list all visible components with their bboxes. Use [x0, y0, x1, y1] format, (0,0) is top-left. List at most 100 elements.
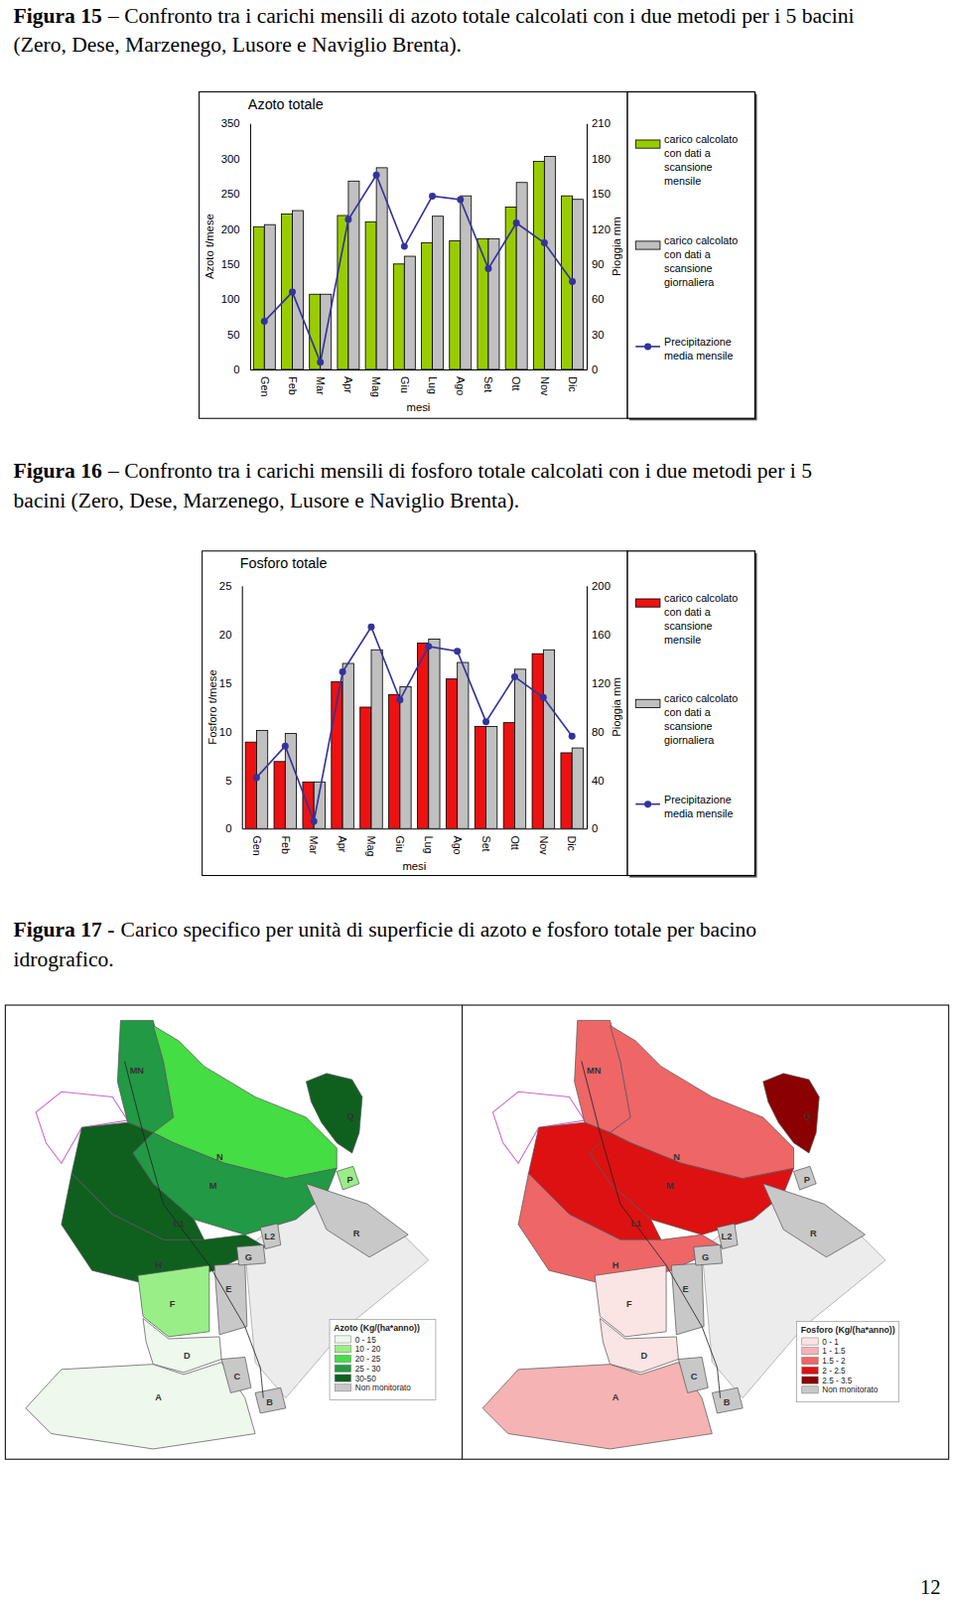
basin-label: N	[673, 1151, 681, 1162]
tick: 120	[586, 677, 611, 689]
map-legend-label: 0 - 15	[355, 1335, 377, 1345]
bar	[400, 685, 411, 828]
tick-label: 350	[221, 117, 241, 130]
basin-label: A	[612, 1391, 620, 1402]
tick: 0	[586, 363, 598, 376]
background	[0, 0, 953, 1600]
tick: Nov	[538, 827, 550, 855]
tick: Ott	[509, 827, 522, 850]
tick-label: 5	[225, 773, 232, 786]
marker	[453, 647, 461, 655]
map-legend-label: Non monitorato	[821, 1384, 879, 1394]
tick: 10	[219, 725, 243, 738]
legend-label: carico calcolatocon dati ascansionemensi…	[664, 591, 738, 646]
map: MNNML1HQPFEGDACBRL2Azoto (Kg/(ha*anno))0…	[25, 1019, 436, 1449]
bar	[503, 722, 515, 829]
legend-line: giornaliera	[664, 275, 714, 288]
map-legend-swatch	[334, 1373, 351, 1381]
legend-swatch	[635, 698, 661, 707]
bar	[445, 679, 457, 829]
tick: Dic	[565, 827, 578, 851]
page: Figura 15– Confronto tra i carichi mensi…	[0, 0, 953, 1600]
map-legend-label: 1 - 1.5	[821, 1346, 846, 1356]
bar	[371, 649, 383, 828]
marker	[456, 195, 464, 203]
basin-label: H	[154, 1259, 162, 1270]
tick-label: Gen	[259, 376, 272, 397]
axis-line	[242, 827, 587, 829]
x-axis-title: mesi	[407, 401, 431, 413]
map-legend-swatch	[802, 1337, 818, 1345]
bar	[474, 726, 486, 829]
axis-line	[250, 124, 252, 371]
map-legend-swatch	[802, 1356, 818, 1363]
tick: 50	[227, 328, 251, 341]
caption-line: idrografico.	[13, 947, 115, 971]
bar	[404, 256, 415, 370]
legend-swatch	[635, 241, 661, 250]
basin-label: G	[701, 1251, 709, 1262]
tick-label: Set	[482, 376, 495, 393]
legend-label: Precipitazionemedia mensile	[664, 793, 733, 819]
bar	[365, 221, 377, 370]
tick: 80	[586, 725, 605, 738]
tick-label: 200	[591, 579, 611, 592]
map: MNNML1HQPFEGDACBRL2Fosforo (Kg/(ha*anno)…	[482, 1019, 899, 1449]
map-divider	[461, 1004, 463, 1459]
basin-area	[763, 1073, 820, 1153]
bar	[360, 706, 372, 828]
marker	[281, 742, 289, 750]
tick: 25	[219, 579, 243, 592]
axis: 050100150200250300350	[221, 117, 252, 376]
map-legend-swatch	[334, 1345, 351, 1353]
tick: 40	[586, 773, 605, 786]
basin-label: R	[353, 1227, 361, 1238]
tick-label: 90	[591, 258, 605, 271]
legend-line: scansione	[664, 719, 712, 732]
basin-label: L1	[173, 1218, 185, 1228]
bar	[533, 161, 545, 370]
marker	[541, 239, 548, 247]
page-svg: Figura 15– Confronto tra i carichi mensi…	[0, 0, 953, 1600]
tick-label: Feb	[279, 834, 292, 854]
tick-label: Giu	[399, 376, 411, 394]
marker	[310, 816, 318, 824]
tick-label: 200	[221, 223, 241, 236]
tick-label: Ago	[454, 376, 467, 396]
marker	[568, 277, 576, 285]
bar	[477, 238, 489, 370]
marker	[428, 192, 436, 200]
map-legend-label: 30-50	[355, 1373, 377, 1383]
tick-label: Mag	[370, 376, 383, 398]
map-legend-swatch	[802, 1375, 818, 1383]
tick: 150	[586, 187, 611, 200]
marker	[511, 673, 519, 681]
basin-label: MN	[130, 1065, 145, 1076]
axis: 0510152025	[219, 579, 243, 835]
caption-text: Carico specifico per unità di superficie…	[13, 917, 758, 971]
legend-swatch	[635, 139, 661, 148]
page-number: 12	[920, 1575, 942, 1598]
basin-label: P	[804, 1174, 811, 1185]
tick-label: Nov	[539, 376, 551, 397]
map-legend-swatch	[802, 1347, 818, 1355]
map-legend-label: Non monitorato	[355, 1382, 412, 1392]
map-legend-frame	[329, 1318, 436, 1399]
tick-label: Dic	[565, 834, 578, 851]
caption-line: – Confronto tra i carichi mensili di azo…	[107, 3, 854, 28]
basin-label: L2	[721, 1230, 733, 1241]
legend-swatch	[635, 598, 661, 607]
basin-label: E	[225, 1283, 232, 1294]
bar	[532, 653, 544, 828]
legend-line: giornaliera	[664, 733, 714, 746]
caption-label: Figura 15	[13, 3, 103, 28]
tick-label: 25	[219, 579, 233, 592]
legend-line: con dati a	[664, 705, 711, 718]
tick: Feb	[286, 369, 299, 396]
map-legend-label: 1.5 - 2	[821, 1356, 846, 1365]
legend-line: con dati a	[664, 146, 711, 159]
map-legend-swatch	[334, 1383, 351, 1391]
tick-label: 40	[591, 773, 605, 786]
tick: Gen	[259, 369, 272, 398]
line	[264, 174, 572, 363]
